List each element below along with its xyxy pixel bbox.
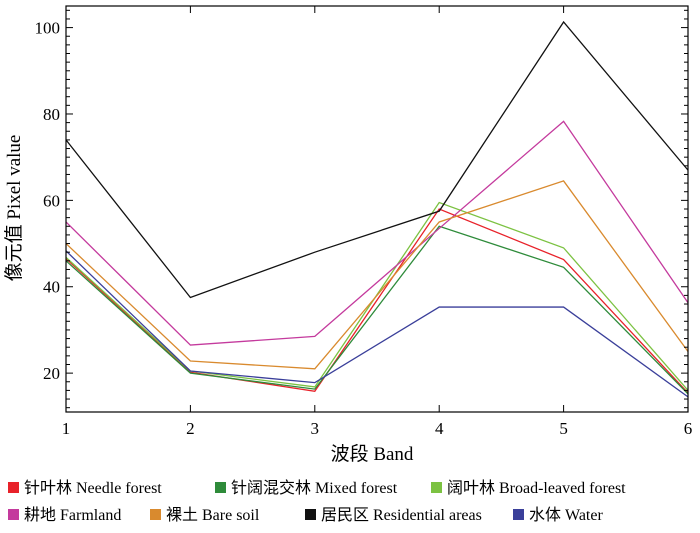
y-tick-label: 20 xyxy=(43,364,60,383)
tick-layer: 1 2 3 4 5 6 20 40 60 80 100 xyxy=(35,6,693,438)
legend-swatch xyxy=(215,482,226,493)
x-tick-label: 1 xyxy=(62,419,71,438)
legend-swatch xyxy=(150,509,161,520)
x-tick-label: 6 xyxy=(684,419,693,438)
x-tick-label: 3 xyxy=(311,419,320,438)
series-line-2 xyxy=(65,225,689,395)
legend-label: 针阔混交林 Mixed forest xyxy=(231,479,398,497)
plot-frame xyxy=(65,5,689,413)
legend-label: 裸土 Bare soil xyxy=(166,506,260,524)
legend-label: 居民区 Residential areas xyxy=(321,507,482,524)
series-line-5 xyxy=(65,180,689,370)
y-tick-label: 60 xyxy=(43,191,60,210)
series-layer xyxy=(65,20,689,398)
series-line-6 xyxy=(65,20,689,299)
legend-swatch xyxy=(431,482,442,493)
y-tick-label: 80 xyxy=(43,105,60,124)
y-tick-label: 40 xyxy=(43,278,60,297)
legend-label: 耕地 Farmland xyxy=(24,506,121,524)
legend-label: 针叶林 Needle forest xyxy=(24,479,162,497)
legend-label: 阔叶林 Broad-leaved forest xyxy=(447,479,626,497)
x-tick-label: 5 xyxy=(559,419,568,438)
series-line-1 xyxy=(65,208,689,394)
x-tick-label: 4 xyxy=(435,419,444,438)
legend-swatch xyxy=(513,509,524,520)
legend: 针叶林 Needle forest 针阔混交林 Mixed forest 阔叶林 B… xyxy=(8,479,626,524)
series-line-4 xyxy=(65,120,689,346)
legend-swatch xyxy=(305,509,316,520)
legend-label: 水体 Water xyxy=(529,506,603,524)
legend-swatch xyxy=(8,482,19,493)
x-axis-title: 波段 Band xyxy=(331,443,414,465)
x-tick-label: 2 xyxy=(186,419,195,438)
legend-swatch xyxy=(8,509,19,520)
series-line-3 xyxy=(65,201,689,391)
series-line-7 xyxy=(65,250,689,398)
y-axis-title: 像元值 Pixel value xyxy=(3,135,25,282)
y-tick-label: 100 xyxy=(35,19,61,38)
